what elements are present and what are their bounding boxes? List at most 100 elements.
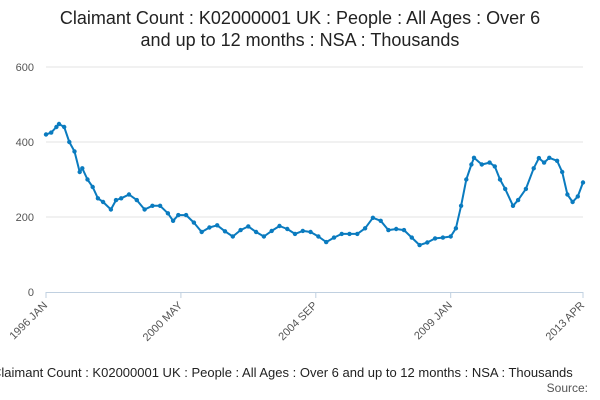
data-point[interactable] [580, 180, 586, 185]
data-point[interactable] [238, 227, 243, 233]
y-tick-label: 0 [28, 287, 34, 299]
data-point[interactable] [362, 226, 368, 231]
data-point[interactable] [565, 192, 570, 197]
data-point[interactable] [515, 197, 521, 203]
data-point[interactable] [394, 226, 399, 232]
y-tick-label: 600 [16, 62, 34, 74]
data-point[interactable] [570, 199, 575, 205]
data-point[interactable] [292, 231, 298, 237]
data-point[interactable] [417, 242, 422, 248]
data-point[interactable] [347, 231, 352, 237]
y-tick-label: 400 [16, 137, 34, 149]
data-point[interactable] [95, 196, 101, 201]
data-point[interactable] [401, 227, 407, 233]
data-point[interactable] [285, 226, 290, 232]
data-point[interactable] [183, 212, 189, 218]
source-label: Source: [547, 381, 588, 395]
data-point[interactable] [487, 160, 492, 165]
data-point[interactable] [119, 196, 124, 201]
data-point[interactable] [170, 218, 176, 223]
data-point[interactable] [464, 177, 469, 182]
series-layer [43, 121, 586, 248]
data-point[interactable] [523, 186, 529, 192]
data-point[interactable] [126, 192, 132, 197]
data-point[interactable] [541, 160, 547, 165]
data-point[interactable] [554, 158, 560, 163]
data-point[interactable] [277, 223, 282, 229]
data-point[interactable] [142, 207, 147, 212]
data-point[interactable] [448, 234, 453, 239]
data-point[interactable] [370, 215, 376, 220]
data-point[interactable] [207, 225, 212, 230]
data-point[interactable] [497, 177, 503, 182]
data-point[interactable] [165, 211, 171, 216]
data-point[interactable] [339, 231, 344, 237]
data-point[interactable] [61, 124, 67, 130]
data-point[interactable] [536, 155, 542, 161]
data-point[interactable] [90, 184, 95, 190]
x-tick-label: 2004 SEP [276, 300, 320, 344]
footer-series-label: Claimant Count : K02000001 UK : People :… [0, 365, 573, 380]
data-point[interactable] [458, 203, 464, 208]
series-line [45, 123, 584, 247]
data-point[interactable] [56, 121, 62, 127]
data-point[interactable] [471, 155, 477, 160]
data-point[interactable] [378, 218, 383, 223]
data-point[interactable] [215, 223, 220, 228]
x-tick-label: 2013 APR [544, 300, 588, 344]
x-axis: 1996 JAN 2000 MAY 2004 SEP 2009 JAN 2013 APR [7, 292, 587, 344]
data-point[interactable] [409, 235, 414, 240]
data-point[interactable] [100, 199, 106, 205]
data-point[interactable] [331, 235, 337, 240]
chart-title-line-2: and up to 12 months : NSA : Thousands [141, 30, 460, 50]
data-point[interactable] [191, 220, 197, 225]
data-point[interactable] [479, 162, 484, 167]
x-tick-label: 2000 MAY [141, 299, 186, 344]
data-point[interactable] [246, 224, 251, 229]
data-point[interactable] [108, 207, 114, 212]
x-tick-label: 1996 JAN [7, 300, 50, 343]
data-point[interactable] [176, 212, 181, 218]
data-point[interactable] [469, 162, 474, 167]
data-point[interactable] [49, 130, 54, 135]
data-point[interactable] [440, 235, 446, 240]
data-point[interactable] [547, 155, 552, 160]
data-point[interactable] [113, 197, 119, 203]
data-point[interactable] [355, 231, 360, 237]
x-tick-label: 2009 JAN [412, 300, 455, 343]
data-point[interactable] [199, 229, 204, 235]
data-point[interactable] [386, 227, 391, 233]
y-tick-label: 200 [16, 212, 34, 224]
data-point[interactable] [150, 203, 155, 208]
data-point[interactable] [85, 177, 90, 182]
data-point[interactable] [316, 234, 321, 239]
data-point[interactable] [222, 229, 228, 234]
data-point[interactable] [67, 139, 72, 145]
data-point[interactable] [230, 234, 235, 239]
data-point[interactable] [54, 124, 59, 130]
data-point[interactable] [300, 228, 305, 234]
data-point[interactable] [261, 234, 267, 239]
data-point[interactable] [560, 169, 565, 175]
gridlines [46, 66, 583, 218]
data-point[interactable] [43, 132, 49, 137]
data-point[interactable] [453, 226, 459, 231]
data-point[interactable] [77, 169, 82, 175]
data-point[interactable] [432, 236, 438, 241]
data-point[interactable] [531, 166, 536, 171]
data-point[interactable] [503, 186, 508, 192]
data-point[interactable] [134, 197, 139, 203]
y-axis-ticks: 0 200 400 600 [16, 62, 34, 299]
data-point[interactable] [510, 203, 516, 208]
data-point[interactable] [80, 166, 85, 171]
data-point[interactable] [425, 240, 430, 245]
data-point[interactable] [72, 149, 77, 154]
data-point[interactable] [308, 229, 313, 235]
data-point[interactable] [157, 203, 163, 208]
data-point[interactable] [269, 228, 274, 234]
data-point[interactable] [253, 229, 259, 235]
data-point[interactable] [492, 164, 497, 169]
data-point[interactable] [575, 194, 580, 199]
data-point[interactable] [324, 239, 329, 245]
